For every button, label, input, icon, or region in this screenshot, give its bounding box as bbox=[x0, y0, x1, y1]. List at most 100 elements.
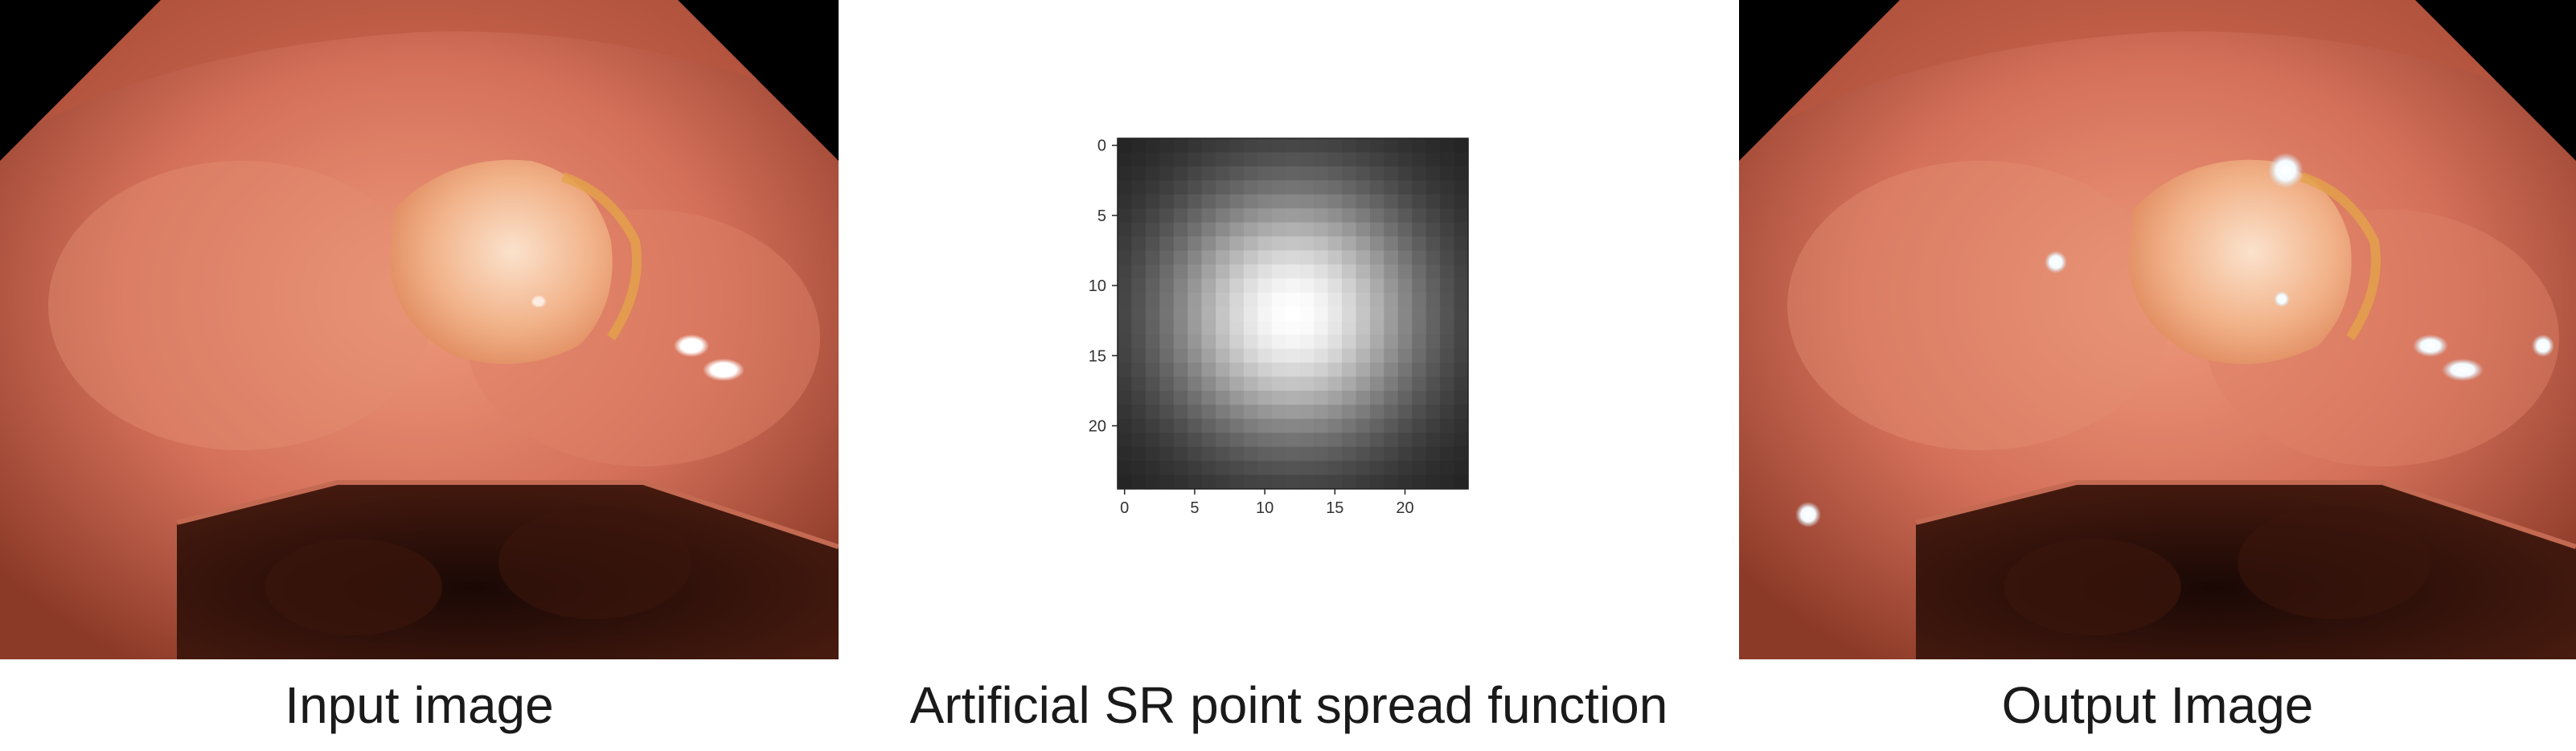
psf-cell bbox=[1271, 292, 1286, 307]
psf-cell bbox=[1397, 194, 1413, 209]
psf-cell bbox=[1425, 418, 1441, 433]
psf-cell bbox=[1369, 236, 1384, 252]
psf-cell bbox=[1412, 138, 1427, 154]
psf-cell bbox=[1286, 236, 1301, 252]
psf-cell bbox=[1440, 348, 1455, 363]
psf-cell bbox=[1145, 208, 1160, 224]
psf-cell bbox=[1327, 363, 1343, 378]
psf-cell bbox=[1271, 306, 1286, 322]
psf-cell bbox=[1159, 222, 1175, 237]
psf-cell bbox=[1454, 418, 1469, 433]
psf-cell bbox=[1131, 376, 1146, 392]
psf-cell bbox=[1131, 404, 1146, 420]
psf-cell bbox=[1257, 152, 1273, 167]
psf-cell bbox=[1271, 404, 1286, 420]
psf-cell bbox=[1314, 306, 1329, 322]
psf-cell bbox=[1440, 166, 1455, 181]
psf-cell bbox=[1327, 433, 1343, 448]
psf-cell bbox=[1257, 278, 1273, 293]
artificial-highlight bbox=[1795, 502, 1821, 527]
psf-cell bbox=[1327, 348, 1343, 363]
output-endoscopy-photo bbox=[1739, 0, 2576, 659]
psf-cell bbox=[1257, 433, 1273, 448]
psf-cell bbox=[1201, 474, 1216, 490]
psf-cell bbox=[1286, 348, 1301, 363]
psf-cell bbox=[1118, 292, 1133, 307]
psf-cell bbox=[1243, 138, 1258, 154]
psf-cell bbox=[1440, 404, 1455, 420]
psf-cell bbox=[1384, 152, 1399, 167]
psf-cell bbox=[1173, 390, 1188, 405]
psf-cell bbox=[1118, 250, 1133, 265]
psf-cell bbox=[1412, 194, 1427, 209]
psf-cell bbox=[1257, 320, 1273, 335]
psf-cell bbox=[1299, 180, 1315, 195]
psf-cell bbox=[1257, 194, 1273, 209]
psf-cell bbox=[1257, 474, 1273, 490]
psf-cell bbox=[1327, 334, 1343, 350]
psf-cell bbox=[1145, 138, 1160, 154]
psf-cell bbox=[1145, 433, 1160, 448]
psf-cell bbox=[1397, 376, 1413, 392]
psf-cell bbox=[1369, 208, 1384, 224]
psf-cell bbox=[1299, 433, 1315, 448]
psf-cell bbox=[1271, 208, 1286, 224]
psf-cell bbox=[1118, 306, 1133, 322]
psf-cell bbox=[1286, 222, 1301, 237]
psf-cell bbox=[1384, 474, 1399, 490]
psf-cell bbox=[1412, 433, 1427, 448]
psf-cell bbox=[1201, 152, 1216, 167]
psf-cell bbox=[1397, 208, 1413, 224]
psf-cell bbox=[1216, 404, 1231, 420]
psf-cell bbox=[1327, 250, 1343, 265]
psf-cell bbox=[1412, 461, 1427, 476]
psf-cell bbox=[1188, 138, 1203, 154]
psf-cell bbox=[1454, 376, 1469, 392]
psf-cell bbox=[1397, 264, 1413, 279]
psf-cell bbox=[1286, 152, 1301, 167]
psf-cell bbox=[1243, 404, 1258, 420]
psf-cell bbox=[1131, 152, 1146, 167]
psf-cell bbox=[1299, 474, 1315, 490]
psf-heatmap: 0 5 10 15 20 0 5 10 15 20 bbox=[1089, 137, 1469, 517]
psf-cell bbox=[1384, 433, 1399, 448]
psf-cell bbox=[1356, 433, 1371, 448]
psf-cell bbox=[1243, 208, 1258, 224]
psf-cell bbox=[1201, 208, 1216, 224]
psf-cell bbox=[1243, 236, 1258, 252]
psf-cell bbox=[1131, 390, 1146, 405]
psf-cell bbox=[1327, 166, 1343, 181]
psf-cell bbox=[1314, 250, 1329, 265]
psf-cell bbox=[1299, 152, 1315, 167]
psf-cell bbox=[1369, 433, 1384, 448]
psf-cell bbox=[1412, 152, 1427, 167]
psf-cell bbox=[1173, 180, 1188, 195]
psf-cell bbox=[1369, 404, 1384, 420]
psf-cell bbox=[1397, 334, 1413, 350]
psf-cell bbox=[1173, 138, 1188, 154]
psf-cell bbox=[1188, 474, 1203, 490]
psf-cell bbox=[1342, 222, 1357, 237]
psf-cell bbox=[1131, 334, 1146, 350]
psf-cell bbox=[1229, 194, 1245, 209]
psf-cell bbox=[1440, 433, 1455, 448]
psf-cell bbox=[1271, 348, 1286, 363]
psf-cell bbox=[1257, 363, 1273, 378]
psf-cell bbox=[1286, 418, 1301, 433]
psf-cell bbox=[1173, 222, 1188, 237]
psf-cell bbox=[1299, 363, 1315, 378]
psf-cell bbox=[1257, 390, 1273, 405]
artificial-highlight bbox=[2532, 334, 2554, 357]
psf-cell bbox=[1440, 446, 1455, 462]
psf-cell bbox=[1145, 250, 1160, 265]
psf-cell bbox=[1412, 236, 1427, 252]
psf-cell bbox=[1229, 348, 1245, 363]
psf-cell bbox=[1173, 236, 1188, 252]
psf-cell bbox=[1188, 348, 1203, 363]
psf-cell bbox=[1397, 404, 1413, 420]
psf-cell bbox=[1356, 404, 1371, 420]
psf-cell bbox=[1440, 152, 1455, 167]
psf-cell bbox=[1286, 433, 1301, 448]
psf-cell bbox=[1173, 363, 1188, 378]
psf-cell bbox=[1299, 418, 1315, 433]
